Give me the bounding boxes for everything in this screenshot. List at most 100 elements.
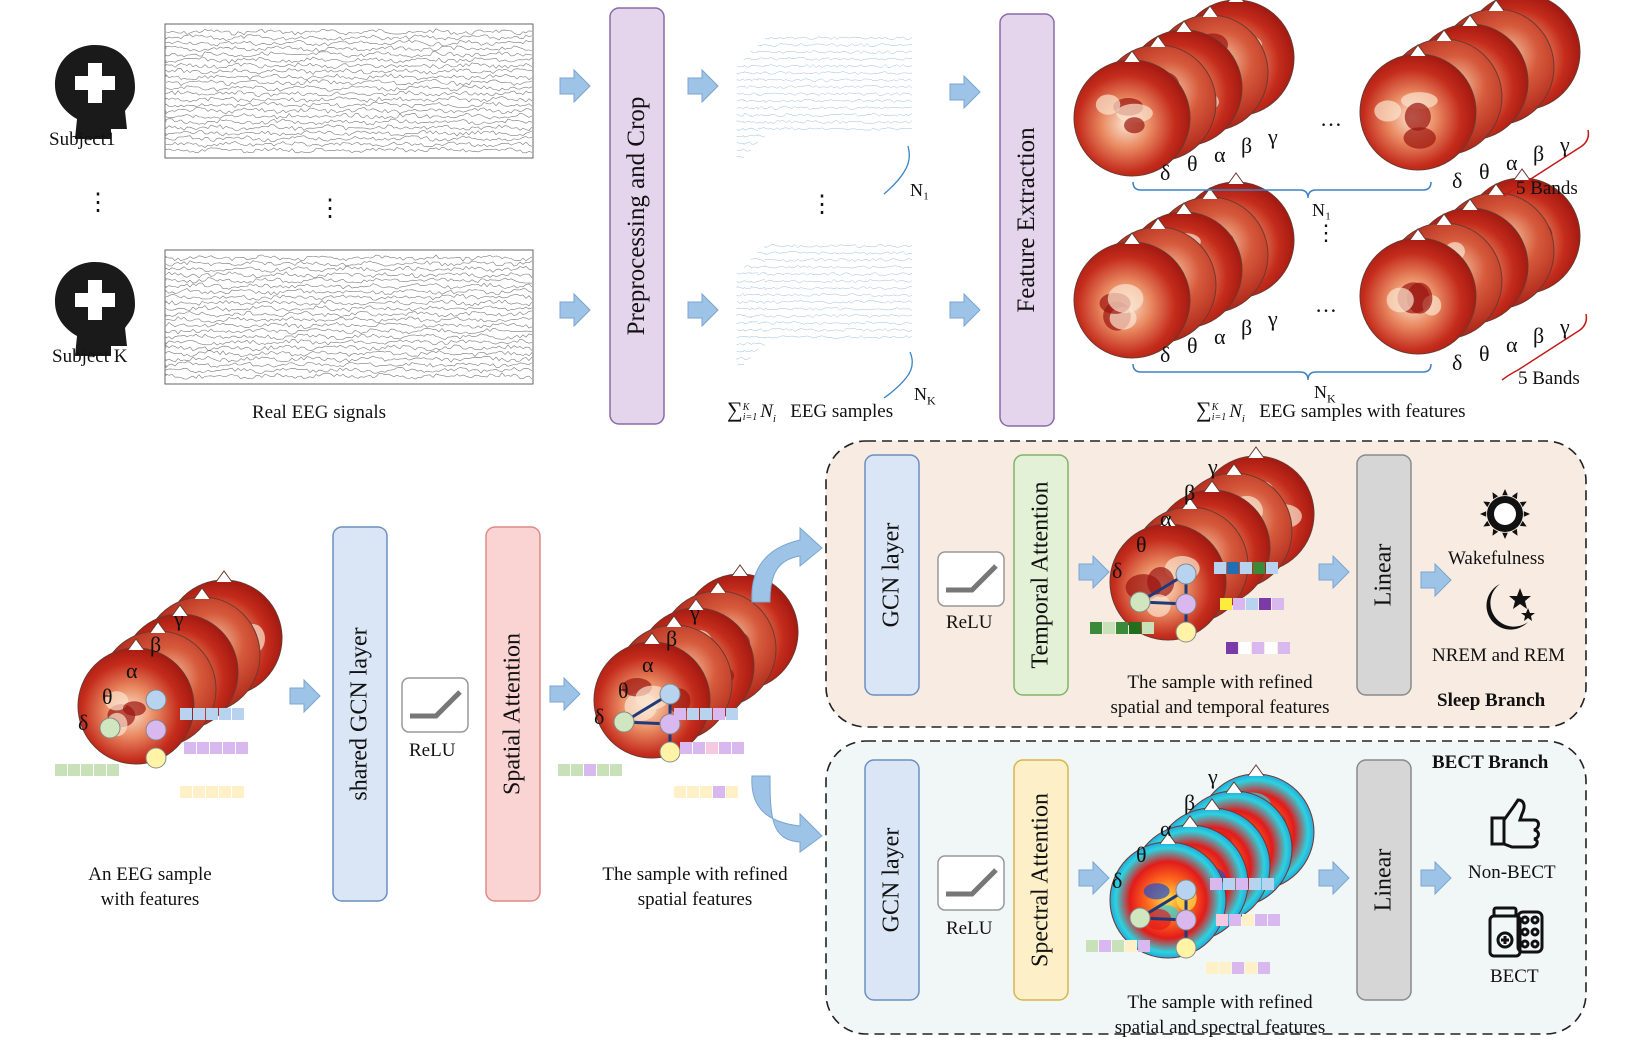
sum-term-sub: i — [1241, 412, 1245, 425]
vertical-dots: ⋮ — [318, 196, 342, 222]
band-label-c-4: γ — [1268, 306, 1278, 331]
feature-vector — [1210, 878, 1274, 890]
band-label-f-0: δ — [594, 704, 605, 729]
brace-5bands-1 — [1503, 129, 1590, 197]
flow-arrow — [1420, 562, 1452, 598]
flow-arrow — [549, 676, 581, 712]
band-label-e-4: γ — [174, 606, 184, 631]
band-label-a-4: γ — [1268, 124, 1278, 149]
sleep-gcn-label-wrap: GCN layer — [865, 455, 919, 695]
band-label-f-4: γ — [690, 600, 700, 625]
eeg-trace — [165, 135, 533, 143]
eeg-trace — [165, 282, 533, 290]
bect-refined-caption: The sample with refined spatial and spec… — [1084, 990, 1356, 1040]
feature-vector — [674, 786, 738, 798]
eeg-samples-stack-k — [736, 240, 913, 378]
feature-vector — [1226, 642, 1290, 654]
band-label-e-3: β — [150, 632, 162, 657]
shared-gcn-box — [332, 526, 388, 902]
eeg-trace — [165, 271, 533, 279]
sample-caption: An EEG sample with features — [62, 862, 238, 912]
sum-term: N — [760, 401, 773, 422]
band-label-g-3: β — [1184, 480, 1196, 505]
eeg-signal-box-k — [164, 249, 534, 385]
sum-term-sub: i — [772, 412, 776, 425]
eeg-trace — [165, 316, 533, 324]
nrem-rem-label: NREM and REM — [1432, 645, 1565, 666]
bect-caption-line1: The sample with refined — [1127, 992, 1313, 1013]
band-label-h-1: θ — [1136, 842, 1147, 867]
sleep-caption-line1: The sample with refined — [1127, 672, 1313, 693]
eeg-trace — [165, 141, 533, 148]
eeg-trace — [165, 129, 533, 137]
band-label-e-2: α — [126, 658, 138, 683]
nk-sub: K — [927, 393, 936, 408]
band-label-d-2: α — [1506, 332, 1518, 357]
feature-vector — [558, 764, 622, 776]
relu-icon — [937, 551, 1005, 607]
feature-vector — [1090, 622, 1154, 634]
temporal-attention-label: Temporal Attention — [1027, 481, 1054, 669]
eeg-trace — [165, 344, 533, 352]
eeg-trace — [165, 51, 533, 58]
vertical-dots: ⋮ — [810, 192, 834, 218]
feat-nk-sub: K — [1327, 391, 1336, 406]
band-label-d-0: δ — [1452, 350, 1463, 375]
band-label-g-1: θ — [1136, 532, 1147, 557]
relu-icon — [937, 855, 1005, 911]
wakefulness-label: Wakefulness — [1448, 548, 1545, 569]
eeg-trace — [165, 293, 533, 301]
sleep-branch-title: Sleep Branch — [1437, 690, 1546, 711]
real-eeg-caption: Real EEG signals — [252, 402, 387, 423]
eeg-samples-text: EEG samples — [790, 401, 894, 422]
eeg-trace — [165, 350, 533, 358]
ellipsis: … — [1315, 292, 1337, 317]
spatial-attention-label: Spatial Attention — [499, 633, 526, 795]
moon-stars-icon — [1486, 584, 1535, 630]
thumbs-up-icon — [1490, 798, 1540, 849]
bect-linear-label: Linear — [1370, 848, 1397, 912]
feature-vector — [55, 764, 119, 776]
five-bands-label: 5 Bands — [1518, 368, 1580, 389]
eeg-trace — [165, 107, 533, 115]
feature-vector — [680, 742, 744, 754]
ellipsis: … — [1320, 106, 1342, 131]
band-label-h-2: α — [1160, 816, 1172, 841]
brace-n1 — [1132, 181, 1432, 199]
flow-arrow — [1420, 860, 1452, 896]
eeg-trace — [165, 361, 533, 369]
eeg-trace — [165, 288, 533, 296]
sum-sign: ∑ — [727, 397, 743, 422]
preprocessing-label-wrap: Preprocessing and Crop — [610, 8, 664, 424]
sum-upper: K — [1211, 401, 1219, 413]
preprocessing-box — [609, 7, 665, 425]
band-label-e-1: θ — [102, 684, 113, 709]
eeg-trace — [165, 277, 533, 284]
eeg-trace — [165, 62, 533, 69]
brace-samples-1 — [883, 145, 910, 195]
band-label-b-4: γ — [1560, 132, 1570, 157]
flow-arrow — [1318, 860, 1350, 896]
branch-arrow-up — [751, 526, 823, 603]
eeg-trace — [165, 333, 533, 341]
eeg-trace — [165, 39, 533, 47]
shared-gcn-label: shared GCN layer — [346, 627, 373, 801]
sleep-linear-label: Linear — [1370, 543, 1397, 607]
band-label-h-0: δ — [1112, 868, 1123, 893]
eeg-trace — [165, 101, 533, 109]
eeg-signal-box-1 — [164, 23, 534, 159]
eeg-trace — [165, 73, 533, 81]
band-label-e-0: δ — [78, 710, 89, 735]
sleep-caption-line2: spatial and temporal features — [1110, 697, 1330, 718]
band-label-f-2: α — [642, 652, 654, 677]
refined-spatial-caption: The sample with refined spatial features — [585, 862, 805, 912]
sum-sign: ∑ — [1196, 397, 1212, 422]
bect-caption-line2: spatial and spectral features — [1114, 1017, 1326, 1038]
feature-extraction-box — [999, 13, 1055, 427]
eeg-trace — [165, 79, 533, 87]
relu-label: ReLU — [409, 740, 456, 761]
sample-caption-line2: with features — [100, 889, 200, 910]
